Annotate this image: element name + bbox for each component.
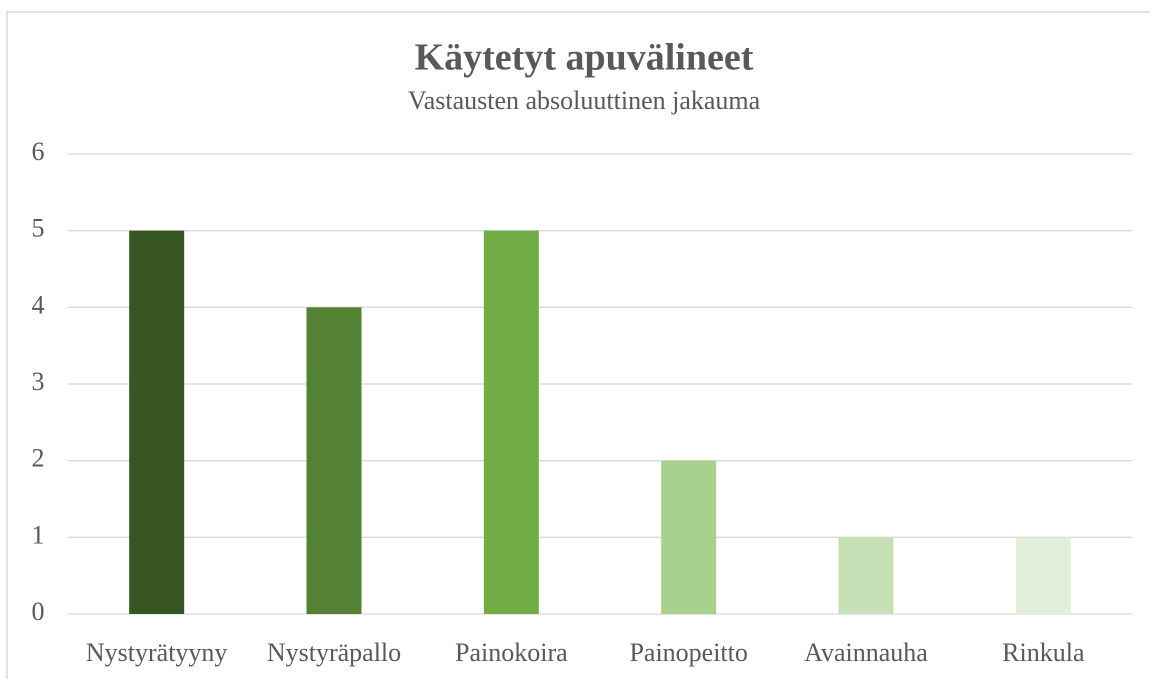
- bar: [483, 230, 539, 614]
- bar: [661, 460, 717, 614]
- bar: [838, 537, 894, 614]
- x-tick-label: Nystyräpallo: [267, 638, 401, 667]
- bar: [306, 307, 362, 614]
- y-tick-label: 5: [32, 214, 45, 243]
- x-tick-label: Painopeitto: [629, 638, 747, 667]
- bar: [1015, 537, 1071, 614]
- chart-frame: [6, 11, 1150, 679]
- y-tick-label: 2: [32, 444, 45, 473]
- y-tick-label: 0: [32, 597, 45, 626]
- x-tick-label: Avainnauha: [804, 638, 928, 667]
- x-tick-label: Painokoira: [455, 638, 568, 667]
- x-tick-label: Nystyrätyyny: [86, 638, 228, 667]
- chart-title: Käytetyt apuvälineet: [415, 37, 754, 79]
- chart-subtitle: Vastausten absoluuttinen jakauma: [408, 86, 761, 115]
- x-tick-label: Rinkula: [1002, 638, 1085, 667]
- y-tick-label: 6: [32, 137, 45, 166]
- y-tick-label: 1: [32, 520, 45, 549]
- y-tick-label: 4: [32, 290, 45, 319]
- bar: [129, 230, 185, 614]
- y-tick-label: 3: [32, 367, 45, 396]
